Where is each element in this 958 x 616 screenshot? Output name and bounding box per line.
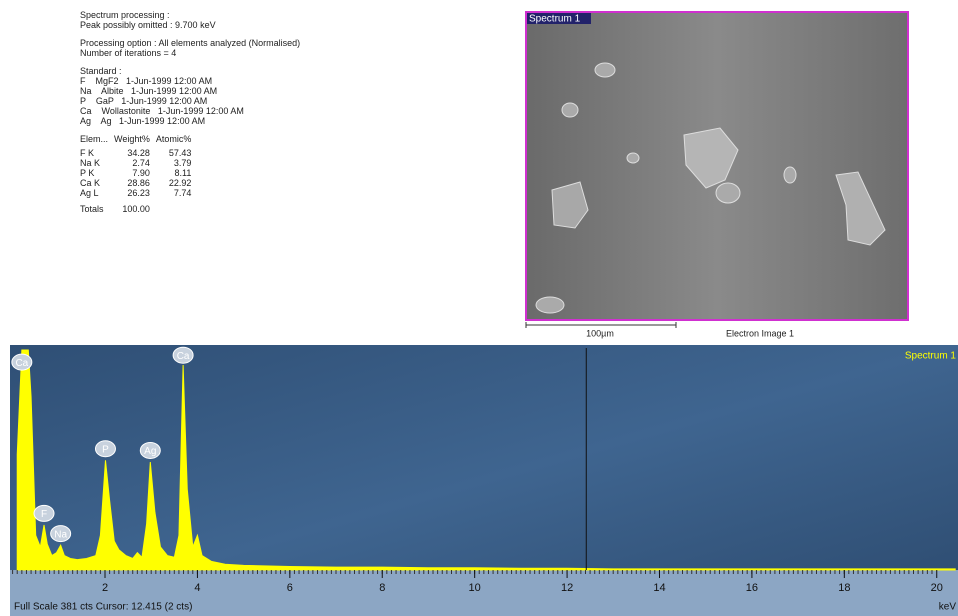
unit-label: keV	[939, 602, 957, 613]
footer: Full Scale 381 cts Cursor: 12.415 (2 cts…	[14, 602, 192, 613]
page: Spectrum processing :Peak possibly omitt…	[0, 0, 958, 616]
image-title: Spectrum 1	[529, 14, 581, 25]
peak-label: P	[102, 444, 109, 455]
peak-label: F	[41, 509, 47, 520]
peak-label: Ag	[144, 446, 156, 457]
image-caption: Electron Image 1	[726, 328, 794, 338]
x-tick-label: 6	[287, 582, 293, 594]
peak-label: Ca	[177, 351, 190, 362]
peak-label: Na	[54, 529, 67, 540]
x-tick-label: 10	[469, 582, 481, 594]
x-tick-label: 18	[838, 582, 850, 594]
x-tick-label: 16	[746, 582, 758, 594]
x-tick-label: 8	[379, 582, 385, 594]
peak-label: Ca	[15, 358, 28, 369]
sem-image: Spectrum 1 100µm Electron Image 1	[526, 12, 908, 338]
canvas: Spectrum 1 100µm Electron Image 1 Spectr…	[0, 0, 958, 616]
x-tick-label: 4	[194, 582, 200, 594]
x-tick-label: 14	[653, 582, 665, 594]
x-tick-label: 12	[561, 582, 573, 594]
x-tick-label: 2	[102, 582, 108, 594]
spectrum-title: Spectrum 1	[905, 351, 957, 362]
x-tick-label: 20	[931, 582, 943, 594]
scale-bar: 100µm	[586, 328, 614, 338]
